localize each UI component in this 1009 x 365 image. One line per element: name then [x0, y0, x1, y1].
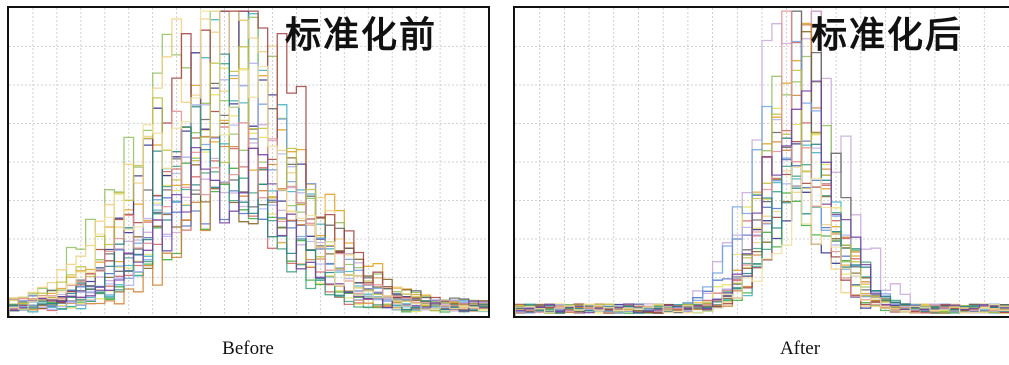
histogram-series-line: [9, 110, 488, 316]
histogram-series-line: [9, 10, 488, 316]
histogram-series-line: [515, 166, 1009, 316]
histogram-series-line: [9, 53, 488, 316]
chart-before-title: 标准化前: [285, 15, 438, 56]
caption-before: Before: [222, 338, 274, 359]
chart-before-plot: [9, 8, 488, 316]
chart-after-title: 标准化后: [811, 15, 964, 56]
chart-after-plot: [515, 8, 1009, 316]
caption-after: After: [779, 338, 821, 359]
histogram-series-line: [9, 10, 488, 316]
chart-before-panel: 标准化前: [7, 6, 490, 318]
histogram-series-line: [9, 46, 488, 316]
chart-after-panel: 标准化后: [513, 6, 1009, 318]
histogram-series-line: [9, 146, 488, 316]
